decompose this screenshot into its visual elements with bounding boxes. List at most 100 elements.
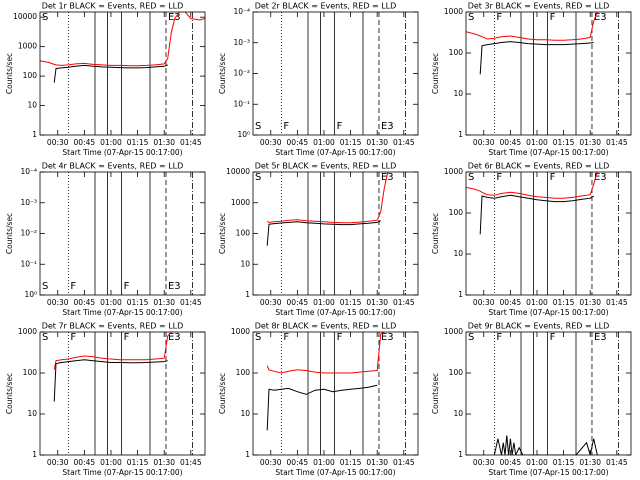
- panel: Det 8r BLACK = Events, RED = LLD Start Ti…: [218, 322, 419, 477]
- x-tick-label: 01:15: [127, 138, 149, 147]
- y-tick-label: 10⁻¹: [20, 259, 37, 268]
- x-tick-label: 01:15: [340, 298, 362, 307]
- y-axis-label: Counts/sec: [218, 213, 227, 254]
- y-tick-label: 1000: [444, 7, 463, 16]
- event-label: E3: [168, 12, 181, 23]
- x-tick-label: 01:15: [553, 138, 575, 147]
- y-tick-label: 10⁰: [237, 130, 250, 139]
- y-axis-label: Counts/sec: [5, 213, 14, 254]
- x-tick-label: 01:00: [313, 138, 335, 147]
- x-tick-label: 01:45: [393, 458, 415, 467]
- event-label: E3: [381, 121, 394, 132]
- x-tick-label: 01:15: [127, 298, 149, 307]
- plot-frame: [252, 331, 419, 456]
- event-label: F: [124, 332, 130, 343]
- panel-title: Det 6r BLACK = Events, RED = LLD: [468, 162, 610, 171]
- x-tick-label: 01:30: [366, 458, 388, 467]
- event-label: F: [337, 332, 343, 343]
- x-axis-label: Start Time (07-Apr-15 00:17:00): [62, 468, 182, 477]
- y-tick-label: 1000: [231, 327, 250, 336]
- series-line: [493, 435, 598, 455]
- panel: Det 7r BLACK = Events, RED = LLD Start Ti…: [5, 322, 206, 477]
- event-label: F: [496, 12, 502, 23]
- x-tick-label: 00:45: [287, 138, 309, 147]
- x-tick-label: 01:45: [606, 138, 628, 147]
- x-tick-label: 00:30: [47, 458, 69, 467]
- event-label: S: [42, 281, 48, 292]
- event-label: F: [70, 281, 76, 292]
- plot-frame: [465, 331, 632, 456]
- y-tick-label: 100: [23, 71, 38, 80]
- y-tick-label: 10: [453, 409, 463, 418]
- x-tick-label: 01:45: [606, 298, 628, 307]
- x-tick-label: 01:15: [340, 458, 362, 467]
- x-tick-label: 00:30: [260, 298, 282, 307]
- x-tick-label: 00:45: [500, 458, 522, 467]
- event-label: S: [468, 332, 474, 343]
- panel: Det 2r BLACK = Events, RED = LLD Start Ti…: [218, 2, 419, 157]
- x-tick-label: 01:45: [180, 138, 202, 147]
- x-tick-label: 01:00: [313, 298, 335, 307]
- plot-area: [53, 332, 172, 402]
- event-label: S: [468, 172, 474, 183]
- event-label: F: [550, 332, 556, 343]
- y-tick-label: 1000: [444, 327, 463, 336]
- x-tick-label: 00:45: [74, 458, 96, 467]
- panel-title: Det 4r BLACK = Events, RED = LLD: [42, 162, 184, 171]
- plot-area: [466, 172, 598, 235]
- x-tick-label: 01:00: [100, 298, 122, 307]
- x-tick-label: 00:30: [473, 138, 495, 147]
- y-tick-label: 1: [32, 130, 37, 139]
- x-tick-label: 01:30: [153, 298, 175, 307]
- x-tick-label: 00:30: [260, 458, 282, 467]
- panel-title: Det 7r BLACK = Events, RED = LLD: [42, 322, 184, 331]
- x-tick-label: 01:00: [526, 298, 548, 307]
- event-label: F: [283, 121, 289, 132]
- y-tick-label: 10: [240, 259, 250, 268]
- event-label: S: [255, 172, 261, 183]
- x-tick-label: 00:30: [473, 458, 495, 467]
- y-tick-label: 1: [32, 450, 37, 459]
- y-tick-label: 10⁻⁴: [233, 7, 250, 16]
- y-tick-label: 10⁻⁴: [20, 167, 37, 176]
- y-axis-label: Counts/sec: [431, 373, 440, 414]
- x-tick-label: 01:45: [393, 138, 415, 147]
- x-tick-label: 01:00: [100, 458, 122, 467]
- plot-frame: [252, 11, 419, 136]
- x-tick-label: 01:30: [579, 138, 601, 147]
- event-label: S: [468, 12, 474, 23]
- x-tick-label: 00:45: [500, 298, 522, 307]
- y-tick-label: 1000: [231, 198, 250, 207]
- plot-frame: [465, 171, 632, 296]
- panel: Det 1r BLACK = Events, RED = LLD Start Ti…: [5, 2, 206, 157]
- panel-title: Det 2r BLACK = Events, RED = LLD: [255, 2, 397, 11]
- event-label: F: [496, 172, 502, 183]
- x-axis-label: Start Time (07-Apr-15 00:17:00): [62, 308, 182, 317]
- y-tick-label: 100: [449, 368, 464, 377]
- x-axis-label: Start Time (07-Apr-15 00:17:00): [488, 308, 608, 317]
- x-axis-label: Start Time (07-Apr-15 00:17:00): [275, 468, 395, 477]
- y-tick-label: 1000: [444, 167, 463, 176]
- y-tick-label: 1: [245, 290, 250, 299]
- x-tick-label: 01:15: [553, 298, 575, 307]
- y-tick-label: 10⁻³: [20, 198, 37, 207]
- y-tick-label: 10: [27, 409, 37, 418]
- y-tick-label: 10: [27, 101, 37, 110]
- y-tick-label: 100: [449, 208, 464, 217]
- y-tick-label: 1: [245, 450, 250, 459]
- x-axis-label: Start Time (07-Apr-15 00:17:00): [275, 308, 395, 317]
- y-tick-label: 1000: [18, 327, 37, 336]
- plot-area: [266, 172, 389, 246]
- y-tick-label: 10: [453, 89, 463, 98]
- series-line: [53, 64, 168, 83]
- series-line: [466, 172, 598, 199]
- y-tick-label: 1: [458, 290, 463, 299]
- event-label: E3: [594, 172, 607, 183]
- event-label: E3: [168, 332, 181, 343]
- y-tick-label: 1: [458, 130, 463, 139]
- panel-title: Det 9r BLACK = Events, RED = LLD: [468, 322, 610, 331]
- y-tick-label: 10⁻¹: [233, 99, 250, 108]
- event-label: E3: [594, 332, 607, 343]
- x-tick-label: 00:45: [500, 138, 522, 147]
